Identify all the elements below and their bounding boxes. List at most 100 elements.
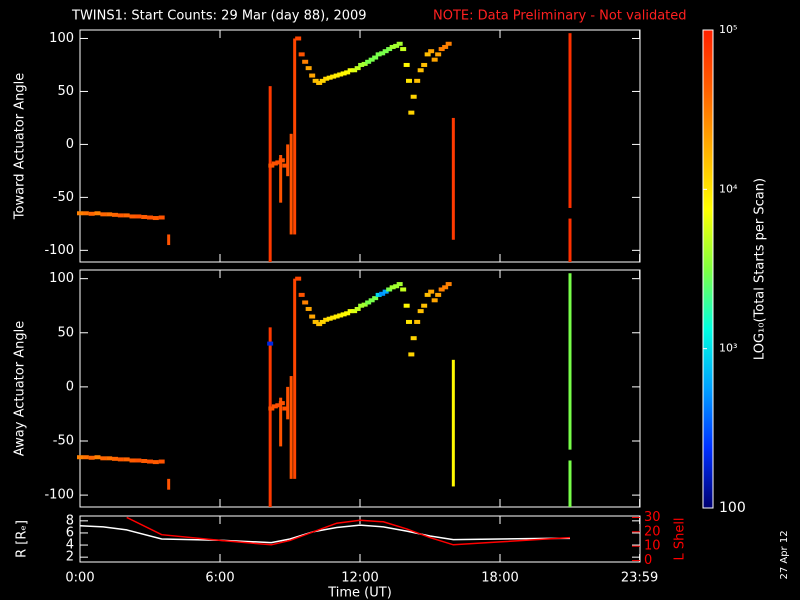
data-point	[421, 62, 428, 67]
data-point	[94, 211, 101, 216]
data-point	[379, 51, 386, 56]
data-point	[135, 214, 142, 219]
data-point	[393, 284, 400, 289]
chart-title: TWINS1: Start Counts: 29 Mar (day 88), 2…	[71, 9, 367, 24]
y-tick-label: 8	[66, 513, 74, 528]
data-point	[326, 75, 333, 80]
data-point	[312, 319, 319, 324]
data-point	[112, 456, 118, 461]
data-point	[82, 455, 89, 460]
data-point	[147, 459, 153, 464]
spike	[568, 218, 572, 262]
data-point	[354, 306, 361, 311]
data-point	[282, 406, 289, 411]
data-point	[410, 336, 417, 341]
y2-tick-label: 0	[644, 553, 652, 568]
spike	[568, 33, 572, 208]
data-point	[316, 322, 323, 327]
data-point	[106, 456, 113, 461]
data-point	[435, 292, 442, 297]
data-point	[112, 212, 118, 217]
data-point	[309, 73, 316, 78]
x-tick-label: 18:00	[481, 571, 518, 586]
data-point	[347, 68, 354, 73]
data-point	[295, 36, 302, 41]
y-axis-label: Toward Actuator Angle	[13, 73, 28, 220]
data-point	[135, 458, 142, 463]
data-point	[365, 59, 372, 64]
y-tick-label: 0	[66, 137, 74, 152]
data-point	[94, 455, 101, 460]
spike	[268, 86, 272, 262]
data-point	[396, 41, 403, 46]
data-point	[361, 302, 368, 307]
spike	[293, 278, 297, 479]
data-point	[267, 341, 274, 346]
y-tick-label: 100	[49, 31, 74, 46]
data-point	[123, 213, 130, 218]
data-point	[268, 406, 275, 411]
data-point	[275, 160, 282, 165]
data-line	[79, 524, 570, 544]
data-point	[123, 457, 130, 462]
data-point	[344, 70, 351, 75]
colorbar	[702, 29, 714, 509]
data-point	[295, 276, 302, 281]
spike	[286, 386, 290, 420]
data-point	[88, 455, 95, 460]
y-tick-label: -100	[44, 243, 74, 258]
y-tick-label: -100	[44, 488, 74, 503]
data-point	[361, 61, 368, 66]
data-point	[414, 319, 421, 324]
data-point	[400, 287, 407, 292]
data-point	[442, 44, 449, 49]
data-point	[340, 71, 347, 76]
data-point	[323, 76, 330, 81]
data-point	[82, 211, 89, 216]
data-point	[326, 316, 333, 321]
data-point	[88, 211, 95, 216]
data-point	[117, 213, 124, 218]
data-point	[424, 52, 431, 57]
data-point	[375, 52, 382, 57]
data-point	[379, 291, 386, 296]
data-point	[406, 78, 412, 83]
data-point	[431, 298, 438, 303]
spike	[268, 327, 272, 507]
x-tick-label: 6:00	[205, 571, 234, 586]
data-point	[372, 55, 379, 60]
y2-tick-label: 20	[644, 524, 661, 539]
data-point	[298, 292, 305, 297]
data-point	[408, 110, 415, 115]
colorbar-label: LOG₁₀(Total Starts per Scan)	[753, 178, 768, 360]
data-point	[428, 289, 435, 294]
data-point	[406, 319, 412, 324]
data-point	[386, 47, 393, 52]
data-point	[445, 41, 452, 46]
data-point	[337, 72, 344, 77]
data-point	[358, 303, 365, 308]
data-point	[389, 44, 396, 49]
spike	[167, 478, 171, 490]
data-point	[445, 282, 452, 287]
data-point	[421, 303, 428, 308]
data-point	[158, 215, 165, 220]
data-point	[319, 319, 326, 324]
data-point	[333, 314, 340, 319]
spike	[279, 155, 283, 203]
data-point	[347, 309, 354, 314]
data-point	[403, 62, 410, 67]
spike	[293, 38, 297, 235]
data-point	[438, 47, 445, 52]
data-point	[417, 309, 424, 314]
colorbar-tick-label: 10³	[719, 342, 737, 355]
spike	[289, 376, 293, 479]
data-point	[382, 289, 389, 294]
data-point	[278, 158, 285, 163]
data-point	[117, 457, 124, 462]
y-axis-label: R [Rₑ]	[15, 520, 30, 558]
spike	[286, 144, 290, 177]
spike	[451, 359, 455, 487]
data-point	[147, 215, 153, 220]
y2-axis-label: L Shell	[673, 517, 688, 560]
